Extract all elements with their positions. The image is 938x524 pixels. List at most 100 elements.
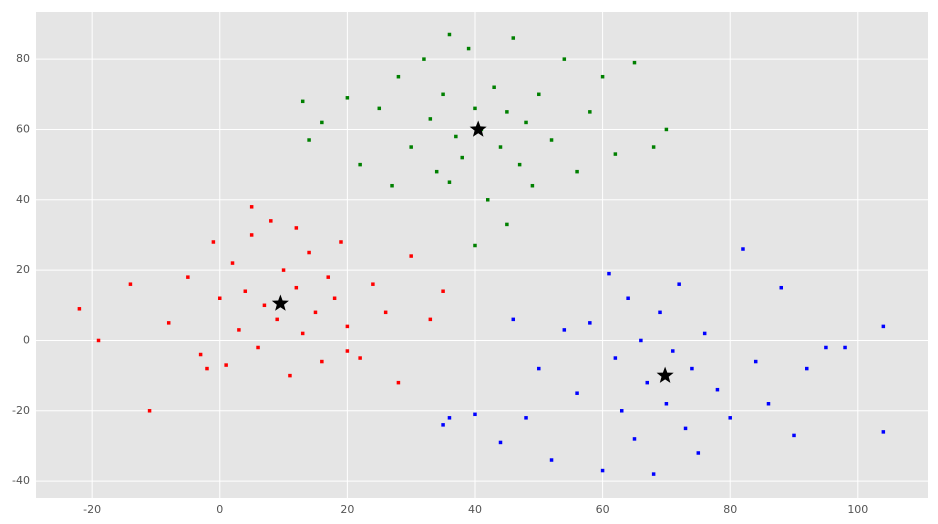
y-tick-label: -40 — [12, 474, 30, 487]
point — [613, 356, 618, 360]
point — [690, 366, 694, 371]
point — [377, 106, 382, 111]
point — [881, 324, 886, 329]
point — [600, 74, 605, 79]
point — [613, 152, 618, 156]
y-tick-label: 20 — [16, 263, 30, 276]
point — [345, 349, 350, 353]
y-tick-label: -20 — [12, 404, 30, 417]
point — [562, 328, 567, 332]
point — [511, 36, 516, 40]
point — [339, 240, 343, 244]
point — [211, 240, 216, 244]
point — [562, 57, 567, 61]
plot-area — [36, 12, 928, 498]
point — [473, 412, 477, 417]
point — [447, 32, 452, 37]
point — [358, 356, 362, 360]
point — [792, 433, 796, 438]
point — [537, 92, 541, 97]
point — [434, 169, 439, 174]
point — [843, 345, 847, 350]
point — [524, 120, 528, 125]
x-tick-label: 0 — [216, 503, 223, 516]
point — [645, 380, 650, 385]
point — [639, 338, 643, 343]
point — [779, 285, 783, 290]
point — [702, 331, 707, 336]
point — [549, 138, 554, 142]
point — [409, 254, 413, 258]
point — [651, 472, 656, 476]
point — [230, 261, 235, 265]
point — [696, 451, 701, 455]
point — [345, 96, 350, 100]
x-tick-label: 40 — [468, 503, 482, 516]
point — [447, 180, 452, 184]
y-tick-label: 40 — [16, 193, 30, 206]
point — [371, 282, 375, 286]
point — [588, 321, 592, 325]
point — [300, 99, 305, 104]
point — [741, 247, 745, 251]
point — [326, 275, 330, 279]
point — [294, 226, 299, 230]
point — [881, 430, 886, 434]
point — [300, 331, 305, 336]
point — [588, 110, 592, 114]
point — [320, 359, 324, 364]
x-tick-label: -20 — [83, 503, 101, 516]
point — [632, 437, 637, 441]
centroid — [469, 120, 487, 137]
x-tick-label: 80 — [723, 503, 737, 516]
point — [275, 317, 279, 322]
point — [249, 205, 254, 209]
point — [824, 345, 828, 350]
point — [454, 134, 458, 139]
point — [473, 243, 477, 248]
point — [651, 145, 656, 149]
centroid — [271, 294, 289, 311]
point — [607, 271, 611, 276]
point — [166, 321, 171, 325]
point — [96, 338, 101, 343]
point — [313, 310, 318, 315]
point — [632, 60, 637, 65]
centroid — [656, 366, 674, 383]
point — [332, 296, 337, 301]
point — [473, 106, 477, 111]
point — [198, 352, 203, 357]
point — [766, 402, 771, 406]
point — [237, 328, 241, 332]
point — [626, 296, 630, 301]
point — [281, 268, 286, 272]
point — [460, 155, 464, 160]
point — [345, 324, 350, 329]
point — [715, 387, 720, 392]
point — [218, 296, 222, 301]
point — [383, 310, 388, 315]
y-tick-label: 0 — [23, 333, 30, 346]
point — [128, 282, 133, 286]
point — [671, 349, 675, 353]
y-tick-label: 60 — [16, 122, 30, 135]
point — [511, 317, 516, 322]
point — [524, 416, 528, 420]
point — [549, 458, 554, 462]
point — [485, 198, 490, 202]
point — [77, 307, 82, 311]
point — [575, 391, 579, 395]
point — [505, 110, 509, 114]
point — [753, 359, 758, 364]
point — [600, 468, 605, 473]
point — [664, 402, 669, 406]
point — [658, 310, 662, 315]
point — [358, 162, 362, 167]
point — [441, 289, 445, 293]
point — [498, 145, 503, 149]
x-tick-label: 20 — [340, 503, 354, 516]
point — [307, 138, 311, 142]
point — [805, 366, 809, 371]
point — [186, 275, 190, 279]
